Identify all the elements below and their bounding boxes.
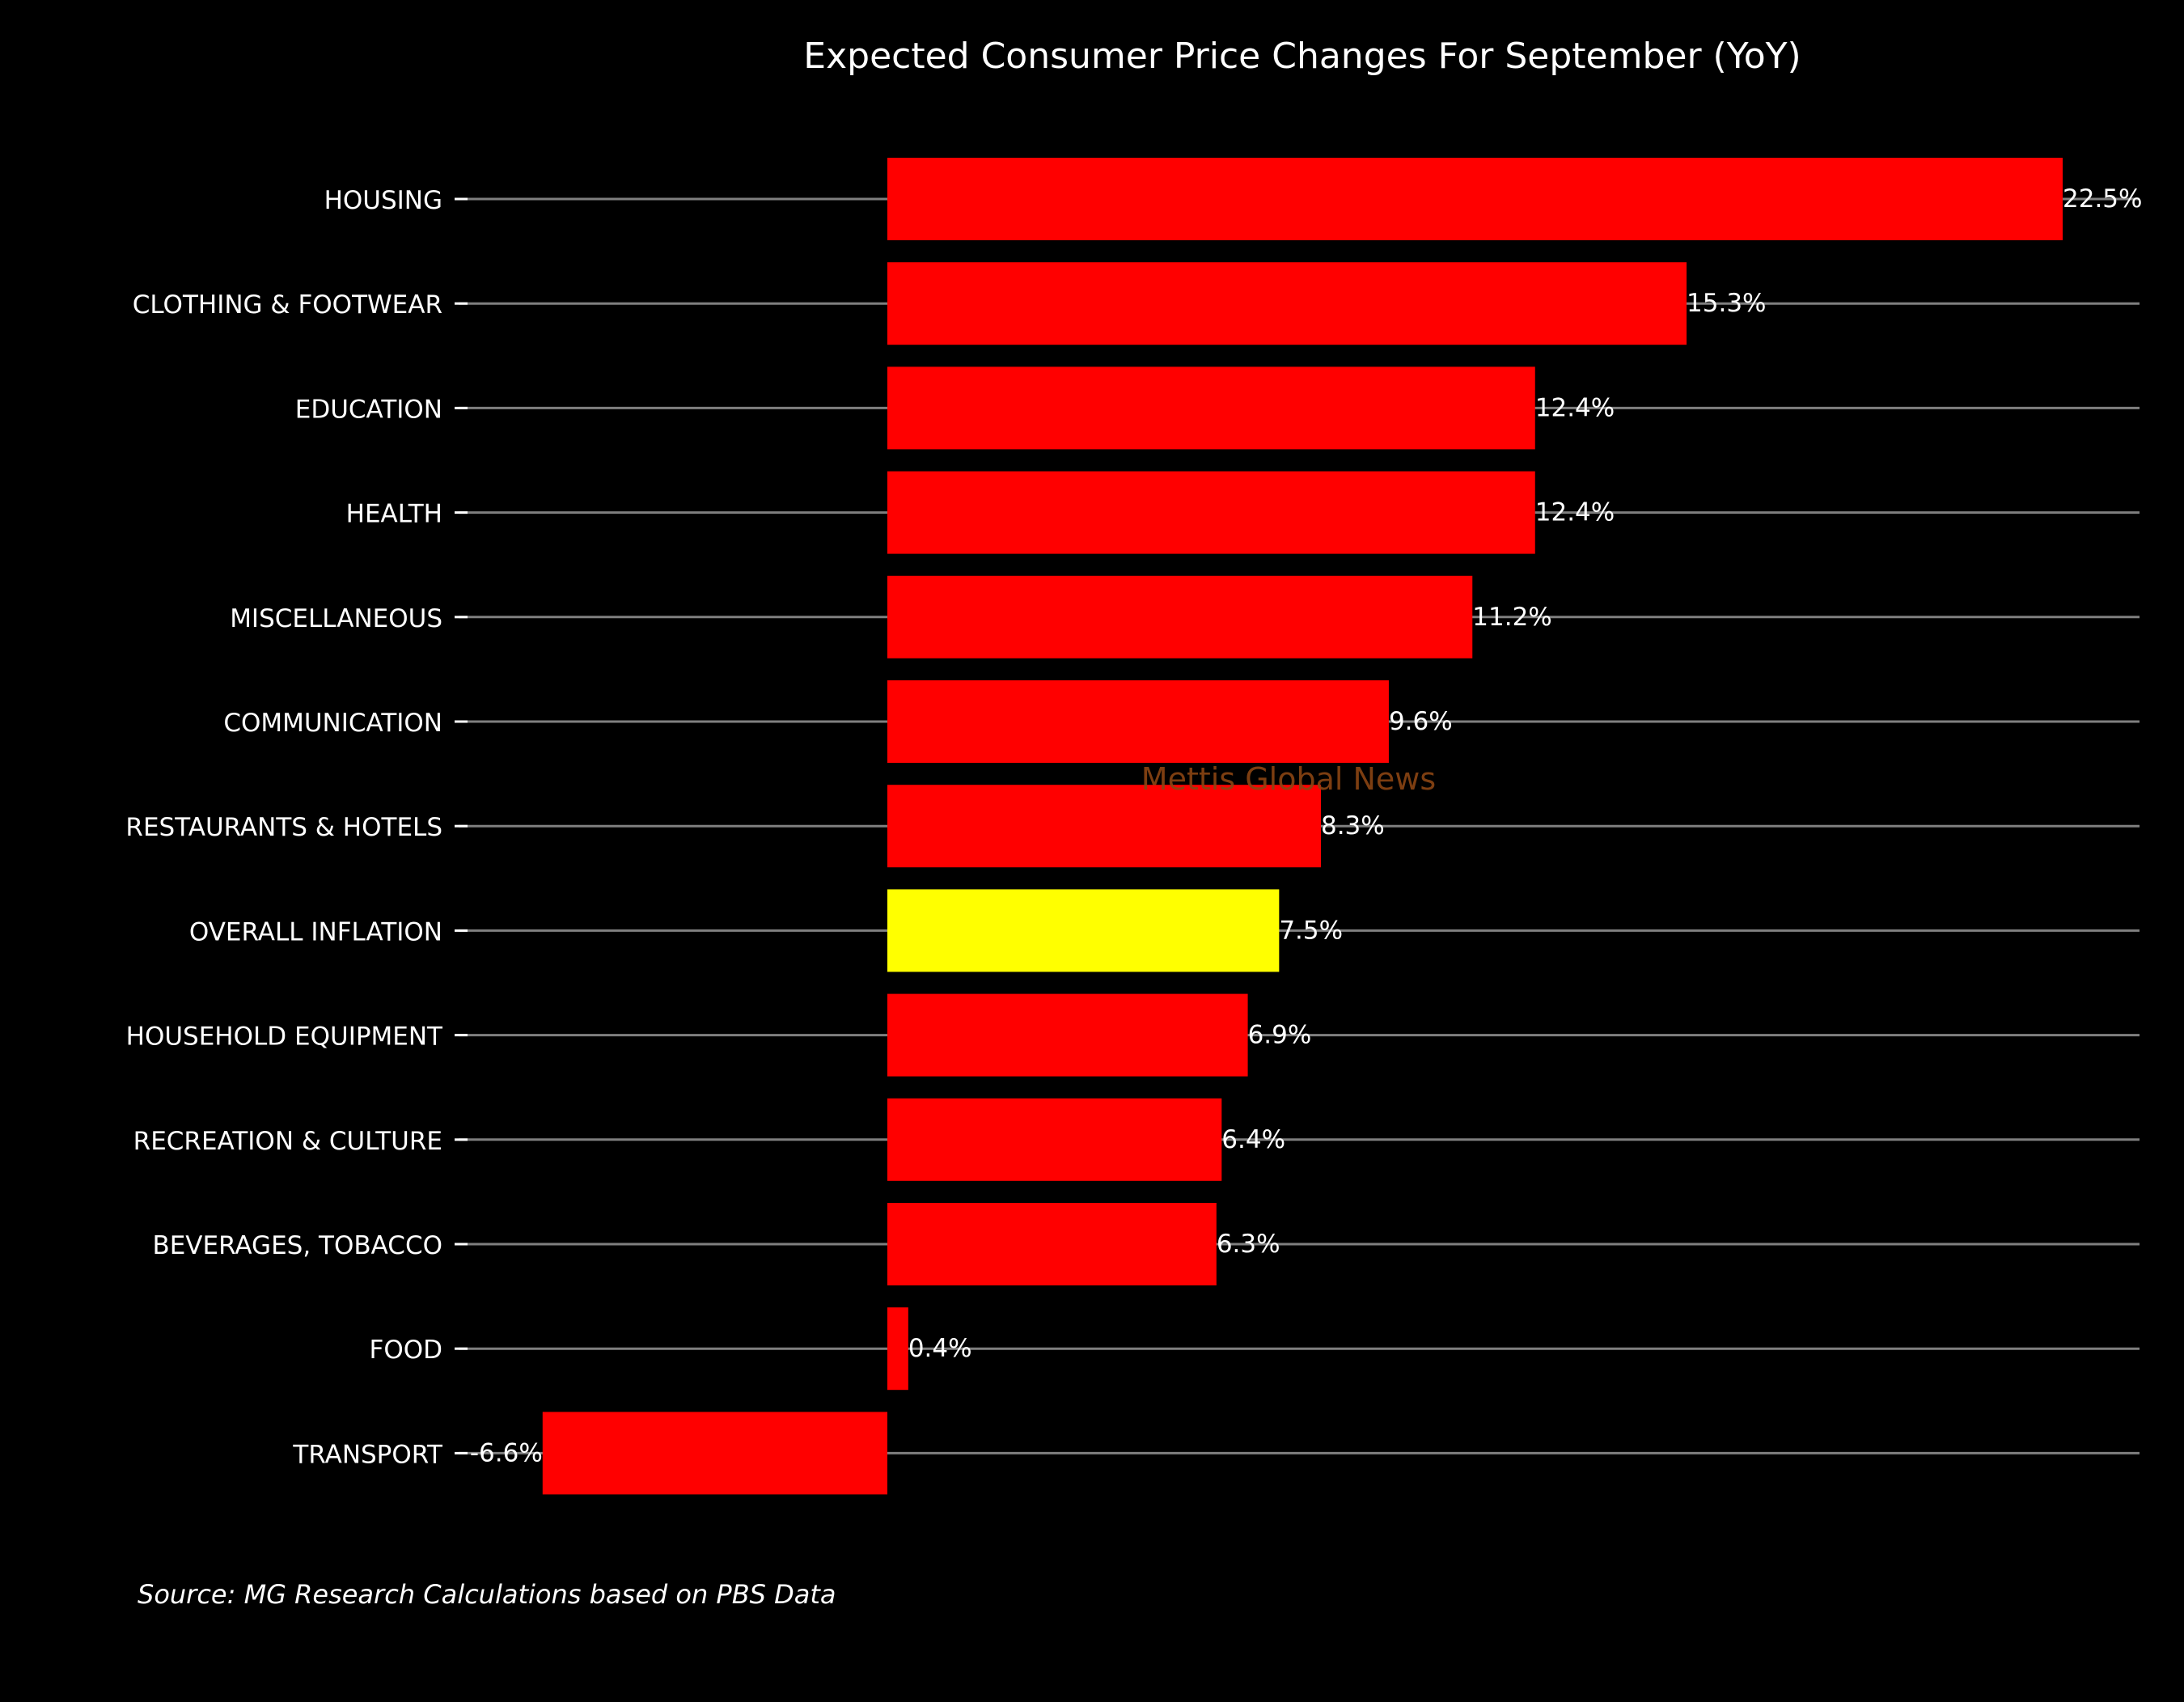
bar-education	[887, 366, 1535, 450]
value-label-clothing-footwear: 15.3%	[1687, 289, 1766, 318]
bar-overall-inflation	[887, 889, 1280, 972]
bar-communication	[887, 680, 1389, 763]
category-label-health: HEALTH	[346, 500, 442, 529]
category-label-transport: TRANSPORT	[292, 1440, 443, 1469]
bar-clothing-footwear	[887, 262, 1687, 345]
bar-transport	[542, 1412, 887, 1495]
category-label-education: EDUCATION	[295, 395, 442, 424]
source-note: Source: MG Research Calculations based o…	[138, 1579, 836, 1610]
bar-restaurants-hotels	[887, 785, 1321, 868]
bar-health	[887, 471, 1535, 554]
bar-household-equipment	[887, 993, 1248, 1077]
value-label-household-equipment: 6.9%	[1248, 1021, 1312, 1050]
value-label-housing: 22.5%	[2063, 184, 2142, 214]
category-label-recreation-culture: RECREATION & CULTURE	[133, 1127, 442, 1156]
value-label-overall-inflation: 7.5%	[1279, 916, 1343, 945]
category-label-miscellaneous: MISCELLANEOUS	[230, 604, 442, 633]
category-label-clothing-footwear: CLOTHING & FOOTWEAR	[133, 290, 442, 320]
category-label-restaurants-hotels: RESTAURANTS & HOTELS	[125, 813, 442, 842]
category-label-beverages-tobacco: BEVERAGES, TOBACCO	[152, 1231, 442, 1260]
watermark: Mettis Global News	[1141, 761, 1436, 797]
bar-food	[887, 1307, 908, 1391]
bar-recreation-culture	[887, 1098, 1222, 1181]
bar-housing	[887, 158, 2063, 240]
category-label-communication: COMMUNICATION	[223, 709, 442, 738]
category-label-overall-inflation: OVERALL INFLATION	[189, 917, 442, 946]
value-label-miscellaneous: 11.2%	[1472, 603, 1551, 632]
value-label-health: 12.4%	[1535, 498, 1615, 527]
bar-beverages-tobacco	[887, 1203, 1217, 1285]
value-label-restaurants-hotels: 8.3%	[1321, 811, 1385, 840]
value-label-food: 0.4%	[908, 1334, 972, 1363]
chart-title: Expected Consumer Price Changes For Sept…	[803, 36, 1801, 77]
bar-miscellaneous	[887, 575, 1473, 658]
category-label-household-equipment: HOUSEHOLD EQUIPMENT	[126, 1022, 443, 1052]
tick-layer	[455, 197, 468, 1454]
value-label-recreation-culture: 6.4%	[1221, 1125, 1285, 1154]
value-label-education: 12.4%	[1535, 393, 1615, 422]
value-label-communication: 9.6%	[1389, 707, 1453, 736]
value-label-transport: -6.6%	[470, 1438, 543, 1467]
value-label-beverages-tobacco: 6.3%	[1217, 1230, 1280, 1259]
label-layer: HOUSING 22.5% CLOTHING & FOOTWEAR 15.3% EDUC…	[125, 184, 2142, 1469]
category-label-food: FOOD	[369, 1336, 442, 1365]
category-label-housing: HOUSING	[324, 186, 442, 215]
bar-layer	[542, 158, 2063, 1495]
